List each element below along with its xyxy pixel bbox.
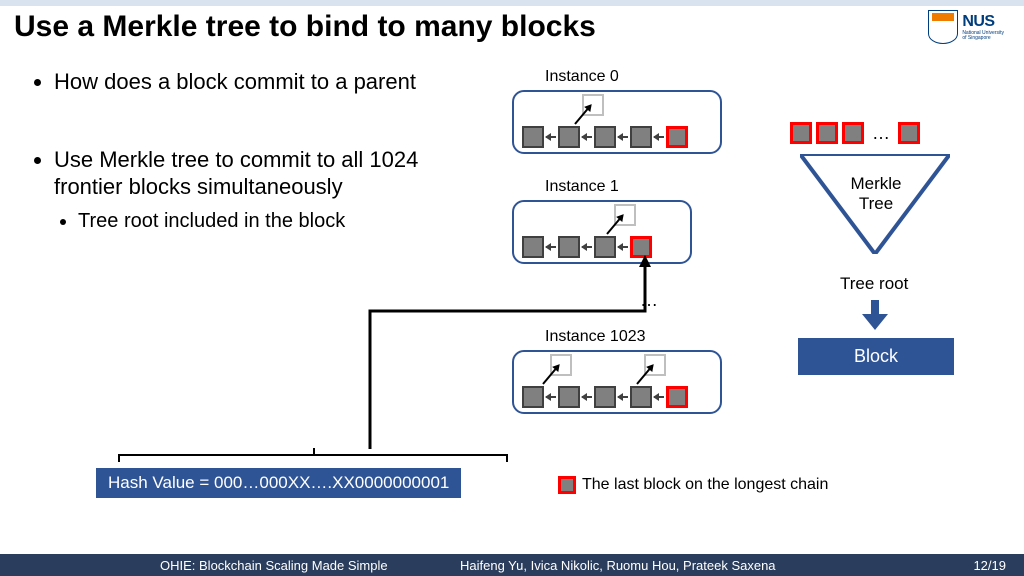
hash-value-bar: Hash Value = 000…000XX….XX0000000001	[96, 468, 461, 498]
bullet-2-text: Use Merkle tree to commit to all 1024 fr…	[54, 147, 418, 200]
nus-logo: NUS National Universityof Singapore	[928, 10, 1004, 44]
frontier-block-icon	[666, 126, 688, 148]
chain-0	[522, 126, 712, 148]
block-icon	[558, 126, 580, 148]
logo-sub: National Universityof Singapore	[962, 31, 1004, 41]
arrow-left-icon	[618, 132, 628, 142]
block-icon	[522, 126, 544, 148]
arrow-left-icon	[546, 132, 556, 142]
logo-crest-icon	[928, 10, 958, 44]
block-label-bar: Block	[798, 338, 954, 375]
merkle-tree-label: MerkleTree	[843, 174, 909, 213]
leaf-block-icon	[898, 122, 920, 144]
arrow-left-icon	[654, 132, 664, 142]
leaf-ellipsis: …	[868, 123, 894, 144]
page-title: Use a Merkle tree to bind to many blocks	[14, 10, 596, 44]
bullet-1: How does a block commit to a parent	[54, 68, 490, 96]
leaf-block-icon	[816, 122, 838, 144]
block-icon	[630, 126, 652, 148]
top-leaf-blocks: …	[790, 122, 920, 144]
title-row: Use a Merkle tree to bind to many blocks…	[0, 6, 1024, 44]
hash-brace-icon	[118, 454, 508, 462]
logo-text: NUS	[962, 13, 1004, 31]
legend-block-icon	[558, 476, 576, 494]
pointer-arrow-icon	[290, 251, 660, 461]
footer-bar: OHIE: Blockchain Scaling Made Simple Hai…	[0, 554, 1024, 576]
content-area: How does a block commit to a parent Use …	[0, 56, 1024, 552]
instance-0-label: Instance 0	[545, 68, 619, 86]
legend: The last block on the longest chain	[558, 476, 828, 494]
down-arrow-icon	[862, 300, 888, 330]
arrow-left-icon	[582, 132, 592, 142]
instance-1-label: Instance 1	[545, 178, 619, 196]
leaf-block-icon	[842, 122, 864, 144]
block-icon	[594, 126, 616, 148]
leaf-block-icon	[790, 122, 812, 144]
tree-root-label: Tree root	[840, 274, 908, 294]
footer-mid: Haifeng Yu, Ivica Nikolic, Ruomu Hou, Pr…	[460, 558, 776, 573]
frontier-block-icon	[666, 386, 688, 408]
footer-left: OHIE: Blockchain Scaling Made Simple	[160, 558, 388, 573]
instance-0-box	[512, 90, 722, 154]
footer-right: 12/19	[973, 558, 1006, 573]
bullet-2: Use Merkle tree to commit to all 1024 fr…	[54, 146, 490, 234]
legend-text: The last block on the longest chain	[582, 476, 828, 494]
bullet-2a: Tree root included in the block	[78, 209, 490, 234]
